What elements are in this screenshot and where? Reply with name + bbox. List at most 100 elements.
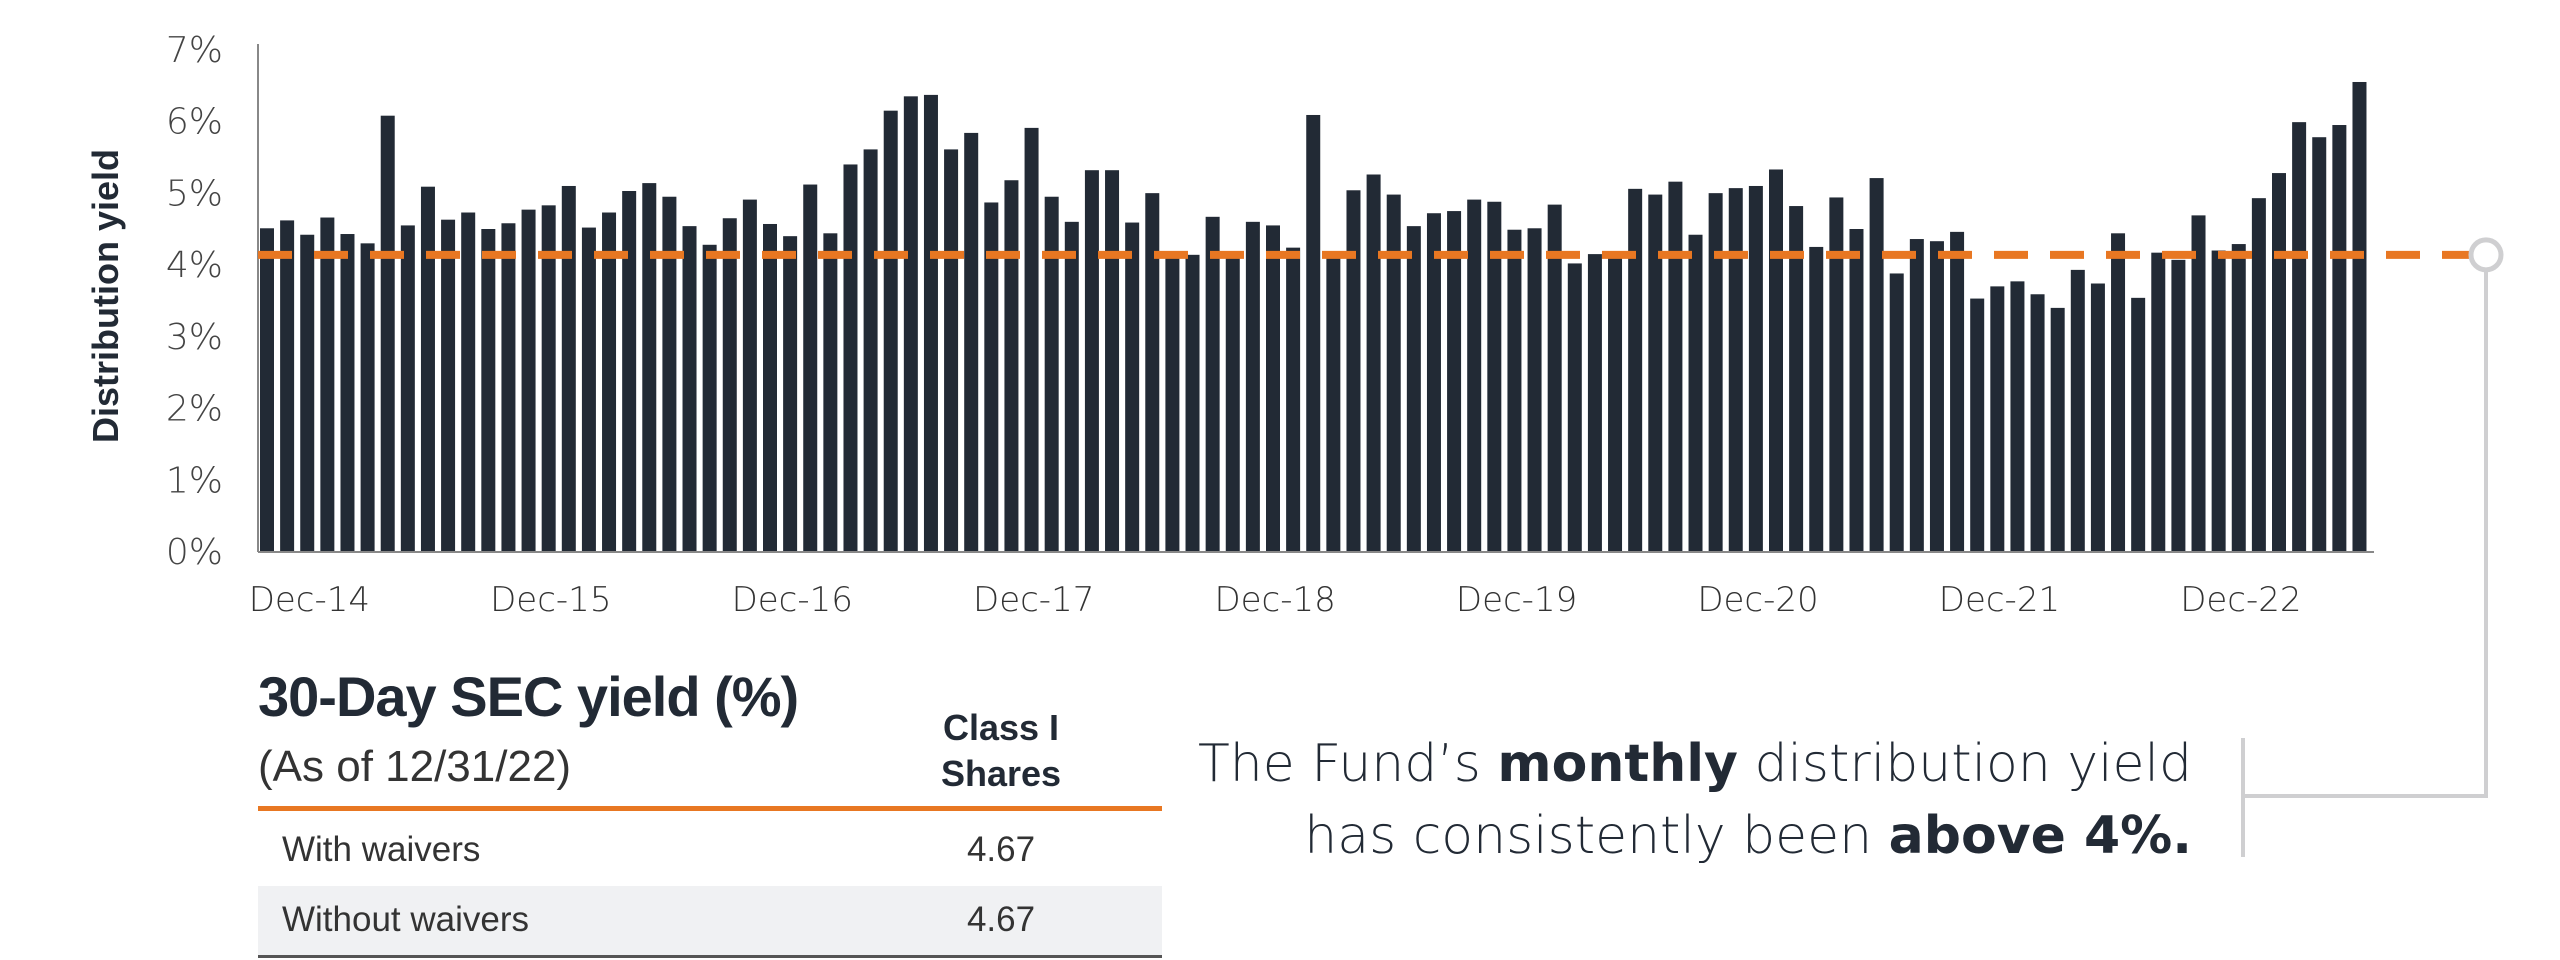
bar: [501, 223, 516, 551]
bar: [1386, 194, 1401, 551]
y-tick-label: 2%: [166, 389, 223, 430]
callout-text: The Fund’s monthly distribution yield ha…: [1198, 728, 2192, 872]
bar: [763, 223, 777, 552]
x-tick-labels: Dec-14 Dec-15 Dec-16 Dec-17 Dec-18 Dec-19 Dec-…: [249, 580, 2302, 620]
bar: [521, 209, 536, 551]
bar: [420, 186, 435, 552]
bar: [1809, 246, 1824, 551]
bar: [1326, 258, 1341, 551]
y-tick-labels: 0% 1% 2% 3% 4% 5% 6% 7%: [166, 30, 223, 573]
bar: [2030, 294, 2045, 551]
bar: [2090, 283, 2105, 551]
bar: [1245, 221, 1260, 551]
bar: [1105, 170, 1120, 551]
row-value: 4.67: [966, 900, 1036, 939]
bar: [1789, 206, 1804, 551]
bar: [1084, 170, 1099, 551]
bar: [1769, 169, 1783, 552]
bar: [2050, 307, 2065, 551]
callout-emphasis: monthly: [1497, 734, 1738, 794]
bar: [1205, 216, 1220, 551]
bar: [2231, 244, 2246, 551]
bar: [1909, 239, 1924, 552]
bar: [320, 217, 335, 551]
bar: [1849, 229, 1864, 551]
y-tick-label: 4%: [166, 245, 223, 286]
bar: [783, 236, 798, 551]
bar: [300, 234, 315, 552]
bar: [1145, 193, 1160, 551]
bar: [803, 184, 818, 552]
bar: [903, 96, 918, 552]
bar: [1728, 188, 1743, 551]
y-tick-label: 7%: [166, 30, 223, 71]
bar: [1185, 254, 1200, 551]
bar: [581, 227, 596, 551]
callout-emphasis: above 4%.: [1888, 806, 2192, 866]
bar: [1567, 263, 1582, 551]
y-tick-label: 0%: [166, 532, 223, 573]
callout-connector-line: [2243, 269, 2488, 798]
bar: [1125, 222, 1140, 551]
bar: [2251, 198, 2266, 551]
bar: [843, 164, 858, 551]
callout-text-part: has consistently been: [1304, 806, 1889, 866]
row-label: Without waivers: [282, 900, 530, 939]
bar: [260, 228, 274, 552]
column-header-line1: Class I: [942, 707, 1060, 748]
bar: [1869, 178, 1884, 552]
bar: [1748, 185, 1763, 551]
bar: [662, 196, 677, 551]
bar: [2292, 122, 2307, 552]
bar: [1587, 254, 1602, 552]
row-label: With waivers: [282, 830, 481, 869]
bar: [984, 202, 999, 551]
header-rule: [258, 806, 1162, 811]
callout-text-part: distribution yield: [1737, 734, 2192, 794]
y-axis-title: Distribution yield: [85, 149, 126, 443]
bar: [1507, 229, 1522, 551]
bar: [1406, 226, 1421, 552]
bar: [1929, 241, 1944, 552]
x-tick-label: Dec-16: [732, 580, 853, 620]
bar: [1004, 180, 1019, 552]
bar: [1467, 199, 1482, 551]
column-header-class-i-shares: Class I Shares: [880, 705, 1122, 797]
bar: [642, 183, 657, 551]
bar: [481, 229, 496, 551]
bar: [1366, 174, 1381, 551]
x-tick-label: Dec-14: [249, 580, 370, 620]
bar: [541, 205, 556, 551]
bar: [602, 212, 617, 551]
bar: [1889, 273, 1904, 551]
bar: [1266, 225, 1280, 551]
x-tick-label: Dec-20: [1697, 580, 1818, 620]
x-tick-label: Dec-19: [1456, 580, 1577, 620]
x-tick-label: Dec-15: [490, 580, 611, 620]
bars: [260, 81, 2367, 552]
bar: [1286, 247, 1301, 552]
bar: [1527, 228, 1542, 552]
bar: [923, 94, 938, 551]
bar: [1064, 221, 1079, 551]
bar: [2332, 125, 2347, 551]
bar: [1024, 127, 1039, 551]
bar: [380, 115, 395, 552]
table-title: 30-Day SEC yield (%): [258, 665, 799, 728]
bar: [1970, 298, 1985, 551]
callout-text-part: The Fund’s: [1198, 734, 1498, 794]
bar: [2010, 281, 2025, 551]
bar: [441, 219, 456, 551]
bar: [1165, 256, 1180, 551]
bar: [702, 244, 717, 551]
table-row: Without waivers 4.67: [258, 886, 1162, 955]
bar: [340, 234, 355, 551]
row-value: 4.67: [966, 830, 1036, 869]
bar: [1225, 258, 1240, 551]
bar: [944, 149, 959, 551]
bar: [1487, 201, 1502, 551]
bar: [461, 212, 476, 551]
bar: [1950, 231, 1965, 551]
x-tick-label: Dec-22: [2180, 580, 2301, 620]
